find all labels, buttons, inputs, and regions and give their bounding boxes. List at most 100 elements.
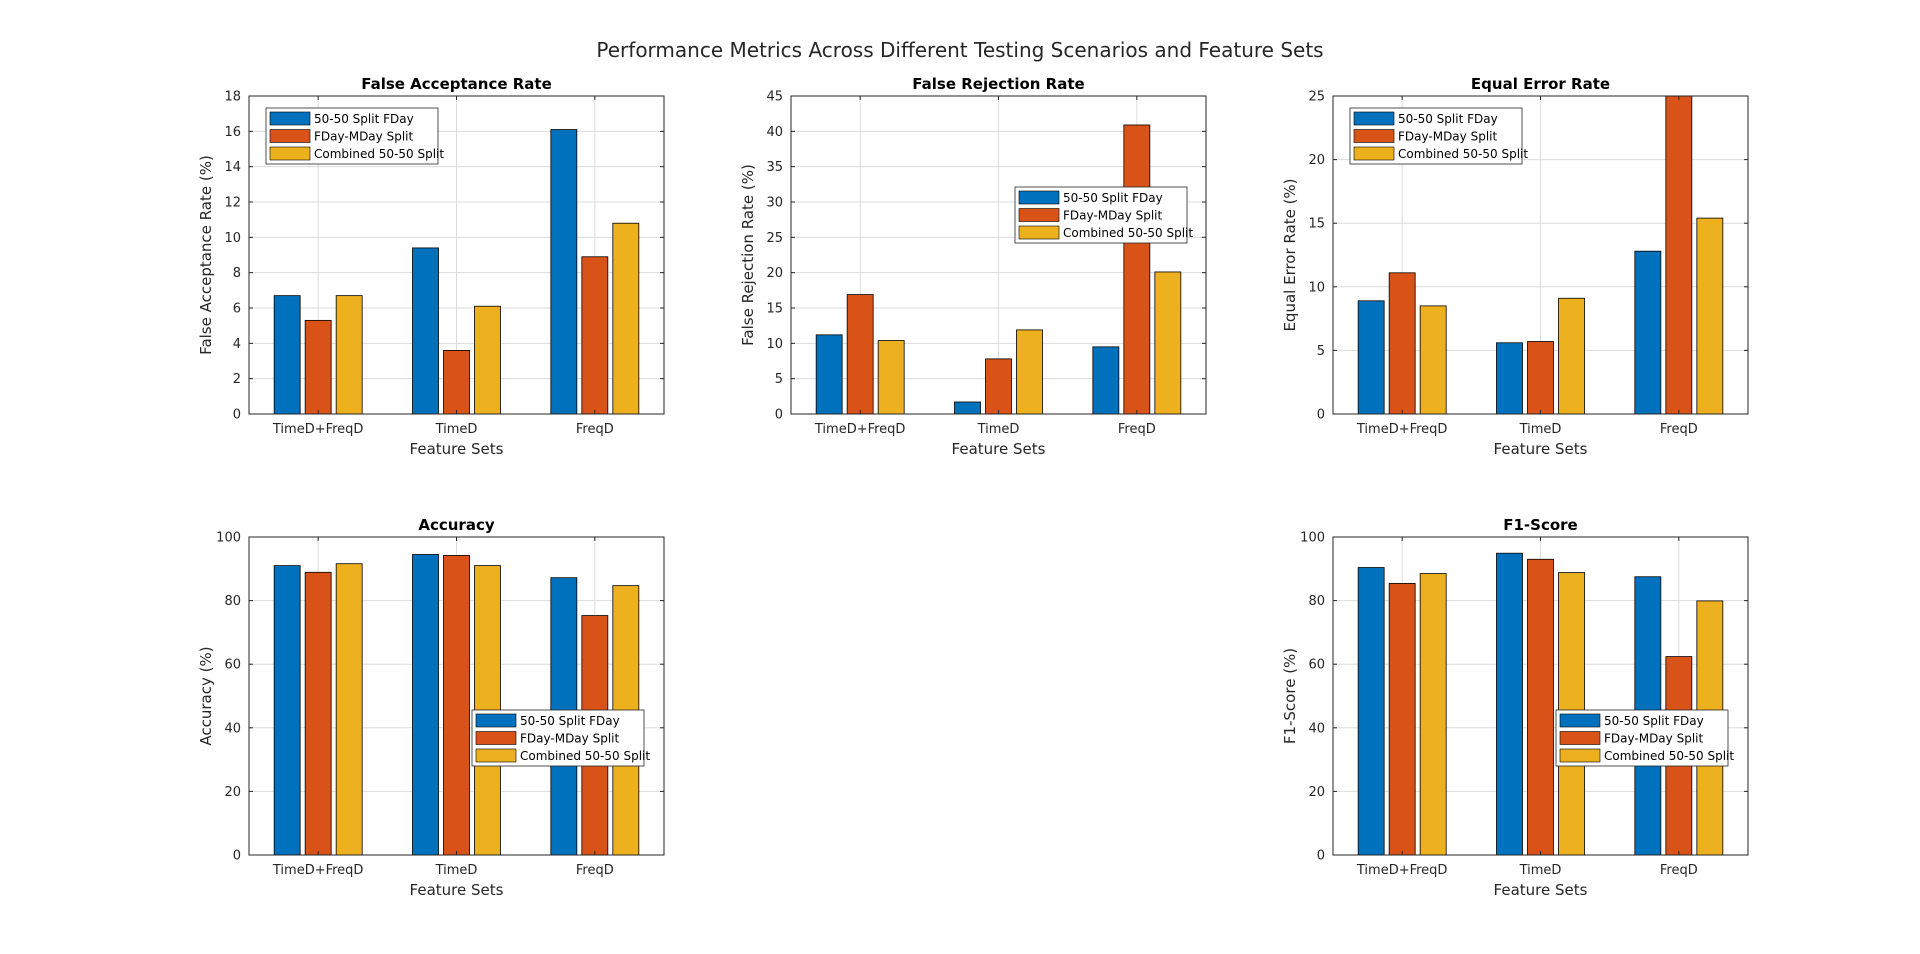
y-tick-label: 20 — [224, 785, 241, 800]
legend-swatch — [1353, 146, 1395, 161]
bar-frr-2-0 — [877, 340, 905, 415]
legend-swatch — [1018, 225, 1060, 240]
bar-far-2-2 — [612, 222, 640, 415]
y-tick-label: 15 — [766, 302, 783, 317]
x-tick-label: TimeD — [1519, 422, 1562, 437]
y-tick-label: 10 — [766, 337, 783, 352]
y-tick-label: 5 — [1317, 344, 1325, 359]
legend-entry: FDay-MDay Split — [520, 732, 619, 746]
legend-entry: Combined 50-50 Split — [1398, 147, 1528, 161]
x-tick-label: FreqD — [1660, 422, 1698, 437]
y-axis-label: Accuracy (%) — [197, 646, 215, 745]
bar-far-2-0 — [335, 295, 363, 415]
y-tick-label: 80 — [224, 594, 241, 609]
y-tick-label: 6 — [233, 302, 241, 317]
y-tick-label: 18 — [224, 90, 241, 105]
bar-eer-1-2 — [1665, 95, 1693, 415]
bar-acc-1-1 — [443, 555, 470, 856]
x-tick-label: TimeD — [435, 422, 478, 437]
legend-entry: Combined 50-50 Split — [1604, 749, 1734, 763]
x-axis-label: Feature Sets — [410, 440, 504, 458]
y-tick-label: 25 — [766, 231, 783, 246]
legend-entry: Combined 50-50 Split — [314, 147, 444, 161]
legend: 50-50 Split FDay FDay-MDay Split Combined … — [1014, 186, 1193, 244]
bar-acc-0-1 — [412, 554, 439, 856]
subplot-eer: 0 5 10 15 20 25 TimeD+FreqD TimeD FreqD Equal Err… — [1281, 75, 1749, 458]
y-tick-label: 0 — [1317, 849, 1325, 864]
bar-frr-2-1 — [1016, 329, 1043, 415]
x-tick-label: TimeD — [977, 422, 1020, 437]
y-tick-label: 20 — [1308, 153, 1325, 168]
bar-f1-1-1 — [1527, 558, 1554, 856]
x-axis-label: Feature Sets — [1494, 881, 1588, 899]
bar-far-1-1 — [443, 349, 470, 415]
legend-entry: 50-50 Split FDay — [314, 112, 414, 126]
legend-entry: 50-50 Split FDay — [1604, 714, 1704, 728]
y-axis-label: False Rejection Rate (%) — [739, 164, 757, 346]
x-tick-label: TimeD+FreqD — [1356, 422, 1448, 437]
y-tick-label: 100 — [1300, 531, 1325, 546]
x-tick-label: TimeD+FreqD — [814, 422, 906, 437]
y-tick-label: 16 — [224, 125, 241, 140]
legend-entry: FDay-MDay Split — [1604, 732, 1703, 746]
bar-eer-1-1 — [1527, 341, 1554, 415]
y-tick-label: 80 — [1308, 594, 1325, 609]
bar-eer-2-1 — [1558, 297, 1585, 415]
bar-f1-1-0 — [1388, 583, 1416, 856]
x-axis-label: Feature Sets — [952, 440, 1046, 458]
y-axis-label: False Acceptance Rate (%) — [197, 155, 215, 355]
bar-far-1-2 — [581, 256, 609, 415]
bar-eer-0-1 — [1496, 342, 1523, 415]
y-tick-label: 30 — [766, 196, 783, 211]
x-tick-label: TimeD+FreqD — [272, 863, 364, 878]
legend-swatch — [269, 111, 311, 126]
bar-acc-1-0 — [304, 571, 332, 856]
y-tick-label: 25 — [1308, 90, 1325, 105]
bar-eer-1-0 — [1388, 272, 1416, 415]
legend: 50-50 Split FDay FDay-MDay Split Combined … — [1349, 107, 1528, 165]
x-tick-label: FreqD — [576, 422, 614, 437]
legend-swatch — [269, 129, 311, 143]
legend-swatch — [1353, 129, 1395, 143]
bar-acc-2-0 — [335, 563, 363, 856]
y-tick-label: 0 — [1317, 408, 1325, 423]
bar-eer-2-2 — [1696, 217, 1724, 415]
x-tick-label: TimeD — [1519, 863, 1562, 878]
bar-eer-2-0 — [1419, 305, 1447, 415]
subplot-far: 0 2 4 6 8 10 12 14 16 18 TimeD+FreqD TimeD FreqD Fals… — [197, 75, 665, 458]
y-tick-label: 10 — [1308, 280, 1325, 295]
legend-swatch — [475, 748, 517, 763]
y-tick-label: 40 — [766, 125, 783, 140]
x-tick-label: FreqD — [576, 863, 614, 878]
bar-far-0-0 — [273, 295, 301, 415]
x-axis-label: Feature Sets — [1494, 440, 1588, 458]
subplot-title: Equal Error Rate — [1471, 75, 1610, 93]
y-tick-label: 0 — [233, 849, 241, 864]
y-tick-label: 100 — [216, 531, 241, 546]
bar-frr-1-1 — [985, 358, 1012, 415]
y-axis-label: Equal Error Rate (%) — [1281, 178, 1299, 331]
x-axis-label: Feature Sets — [410, 881, 504, 899]
y-tick-label: 60 — [224, 658, 241, 673]
bar-acc-0-0 — [273, 565, 301, 856]
legend-swatch — [1559, 748, 1601, 763]
y-tick-label: 5 — [775, 372, 783, 387]
legend-swatch — [269, 146, 311, 161]
y-tick-label: 12 — [224, 196, 241, 211]
legend-swatch — [1018, 190, 1060, 205]
x-tick-label: FreqD — [1660, 863, 1698, 878]
bar-far-0-2 — [550, 129, 578, 415]
y-tick-label: 2 — [233, 372, 241, 387]
bar-frr-0-0 — [815, 334, 843, 415]
y-axis-label: F1-Score (%) — [1281, 648, 1299, 744]
legend-entry: 50-50 Split FDay — [1063, 191, 1163, 205]
bar-far-2-1 — [474, 305, 501, 415]
x-tick-label: TimeD — [435, 863, 478, 878]
subplot-title: False Acceptance Rate — [361, 75, 552, 93]
y-tick-label: 0 — [233, 408, 241, 423]
bar-f1-0-0 — [1357, 567, 1385, 856]
bar-far-1-0 — [304, 319, 332, 415]
subplot-title: F1-Score — [1503, 516, 1577, 534]
legend-entry: FDay-MDay Split — [1063, 209, 1162, 223]
